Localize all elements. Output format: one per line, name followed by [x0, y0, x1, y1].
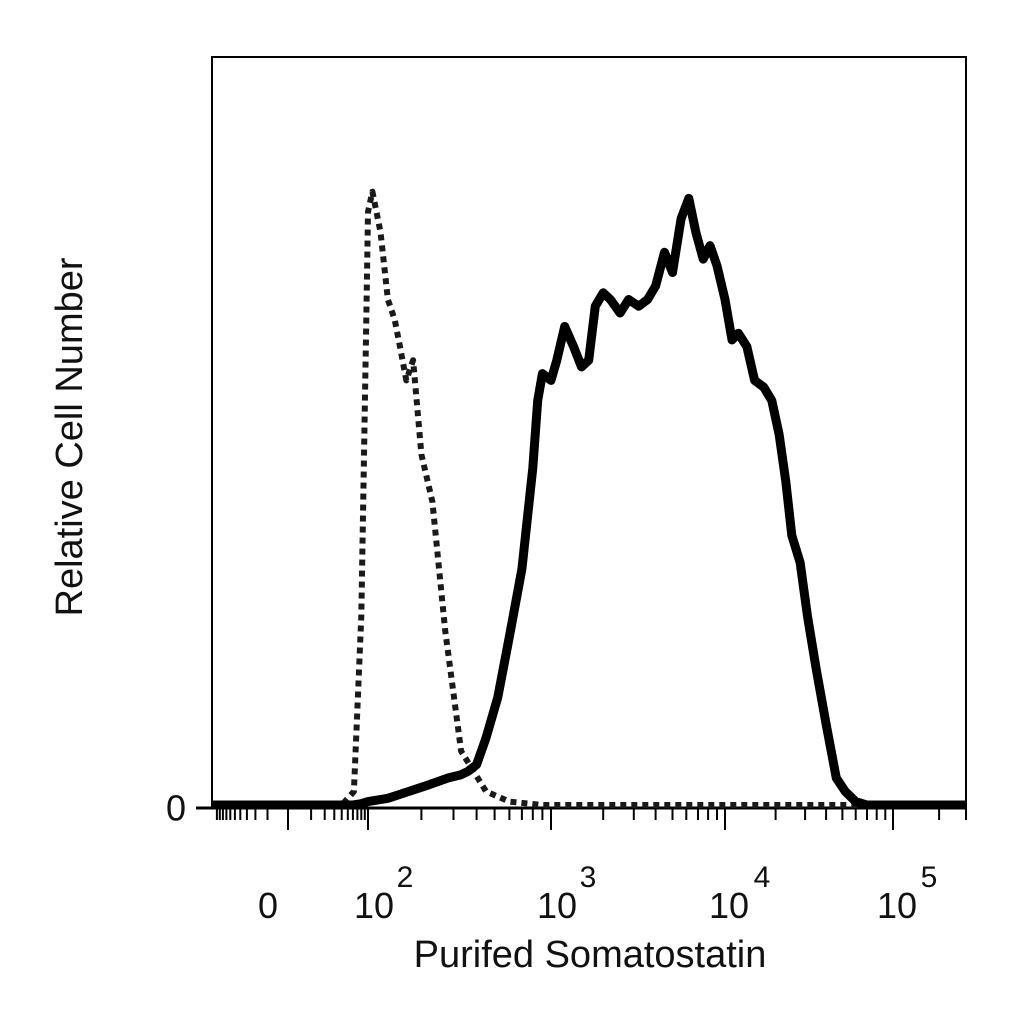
- x-tick-label-exp-1: 2: [397, 861, 414, 894]
- x-tick-labels: 0 10 2 10 3 10 4 10 5: [258, 861, 937, 926]
- x-tick-label-base-1: 10: [354, 885, 394, 926]
- x-tick-label-base-4: 10: [877, 885, 917, 926]
- x-tick-label-base-2: 10: [537, 885, 577, 926]
- x-tick-label-exp-3: 4: [754, 861, 771, 894]
- series-line-0: [212, 188, 966, 808]
- x-tick-label-exp-2: 3: [580, 861, 597, 894]
- series-line-1: [212, 193, 966, 810]
- x-tick-label-0: 0: [258, 885, 278, 926]
- x-tick-label-exp-4: 5: [921, 861, 938, 894]
- series-0: [212, 188, 966, 808]
- x-axis-label: Purifed Somatostatin: [414, 934, 767, 976]
- y-axis-label: Relative Cell Number: [49, 257, 91, 616]
- series-1: [212, 193, 966, 810]
- plot-frame: [211, 56, 967, 809]
- x-axis-ticks: [215, 808, 967, 830]
- y-tick-label-0: 0: [166, 788, 186, 829]
- series-layer: [212, 188, 966, 810]
- x-tick-label-base-3: 10: [709, 885, 749, 926]
